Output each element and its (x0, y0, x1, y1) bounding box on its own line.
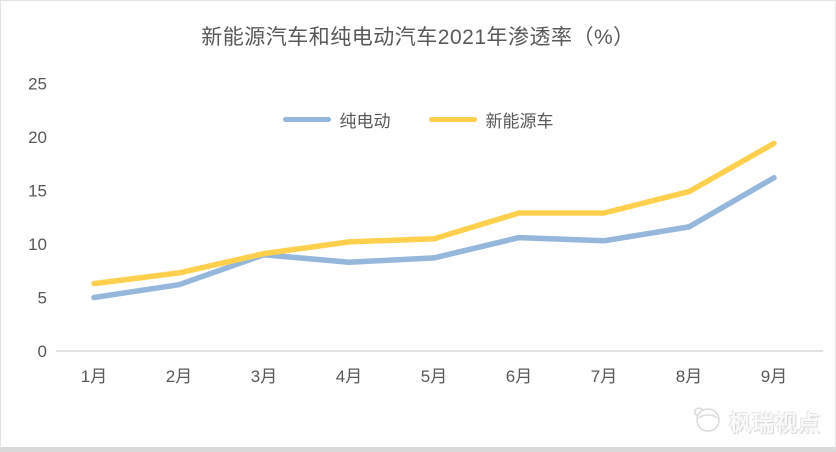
legend-label-bev: 纯电动 (339, 112, 391, 131)
x-axis-tick-label: 1月 (81, 367, 107, 386)
x-axis-tick-label: 3月 (251, 367, 277, 386)
x-axis-tick-label: 9月 (761, 367, 787, 386)
chart-title: 新能源汽车和纯电动汽车2021年渗透率（%） (201, 26, 635, 49)
y-axis-tick-label: 20 (28, 128, 47, 147)
legend: 纯电动 新能源车 (1, 107, 835, 132)
x-axis-tick-label: 4月 (336, 367, 362, 386)
legend-label-nev: 新能源车 (485, 112, 554, 131)
y-axis-tick-label: 25 (28, 75, 47, 94)
x-axis-tick-label: 2月 (166, 367, 192, 386)
y-axis-tick-label: 0 (38, 342, 47, 361)
bev-line-swatch (282, 117, 331, 122)
legend-item-nev: 新能源车 (428, 107, 554, 132)
x-axis-tick-label: 7月 (591, 367, 617, 386)
legend-item-bev: 纯电动 (282, 107, 391, 132)
y-axis-tick-label: 10 (28, 235, 47, 254)
x-axis-tick-label: 8月 (676, 367, 702, 386)
y-axis-tick-label: 5 (38, 289, 47, 308)
series-line-bev (91, 174, 777, 301)
nev-line-swatch (428, 117, 477, 122)
series-line-nev (91, 140, 777, 287)
watermark: 枫瑞视点 (689, 404, 821, 439)
watermark-text: 枫瑞视点 (728, 410, 821, 436)
y-axis-tick-label: 15 (28, 182, 47, 201)
bird-logo-icon (689, 404, 723, 439)
x-axis-tick-label: 5月 (421, 367, 447, 386)
x-axis-tick-label: 6月 (506, 367, 532, 386)
